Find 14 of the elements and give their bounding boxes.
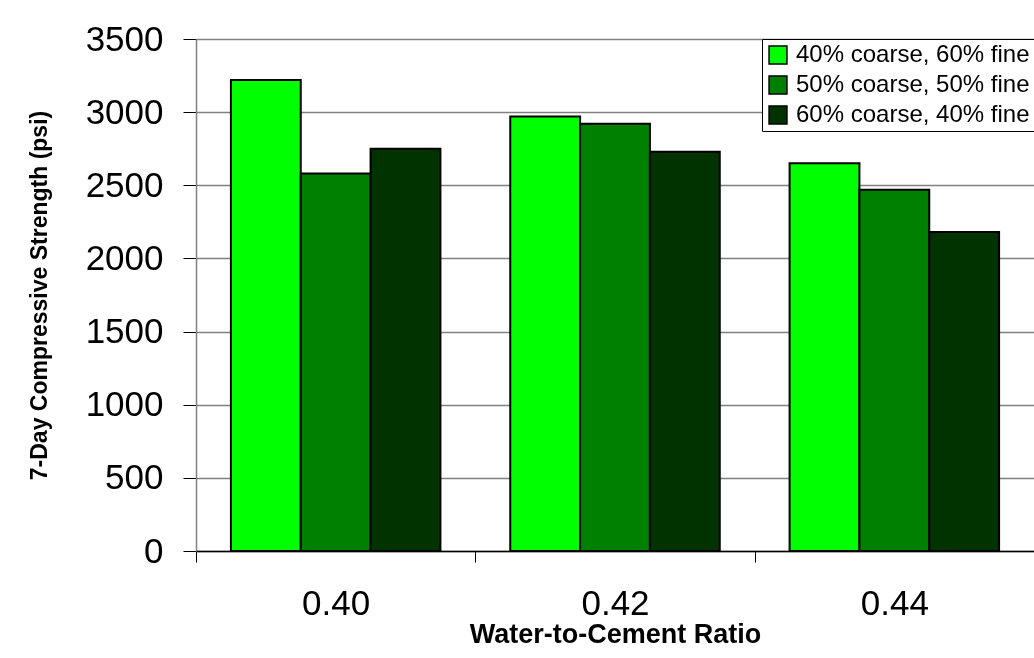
legend-label: 50% coarse, 50% fine: [796, 70, 1030, 97]
y-tick-label: 3500: [85, 18, 164, 58]
x-tick-label: 0.40: [302, 582, 371, 622]
x-tick-label: 0.44: [860, 582, 929, 622]
y-axis-title: 7-Day Compressive Strength (psi): [25, 110, 52, 481]
y-tick-label: 2000: [85, 237, 164, 277]
y-tick-label: 2500: [85, 164, 164, 204]
y-tick-label: 3000: [85, 91, 164, 131]
y-tick-label: 500: [105, 457, 164, 497]
y-tick-label: 1000: [85, 384, 164, 424]
legend-label: 60% coarse, 40% fine: [796, 100, 1030, 127]
y-tick-label: 1500: [85, 311, 164, 351]
legend-label: 40% coarse, 60% fine: [796, 40, 1030, 67]
y-tick-label: 0: [144, 530, 164, 570]
